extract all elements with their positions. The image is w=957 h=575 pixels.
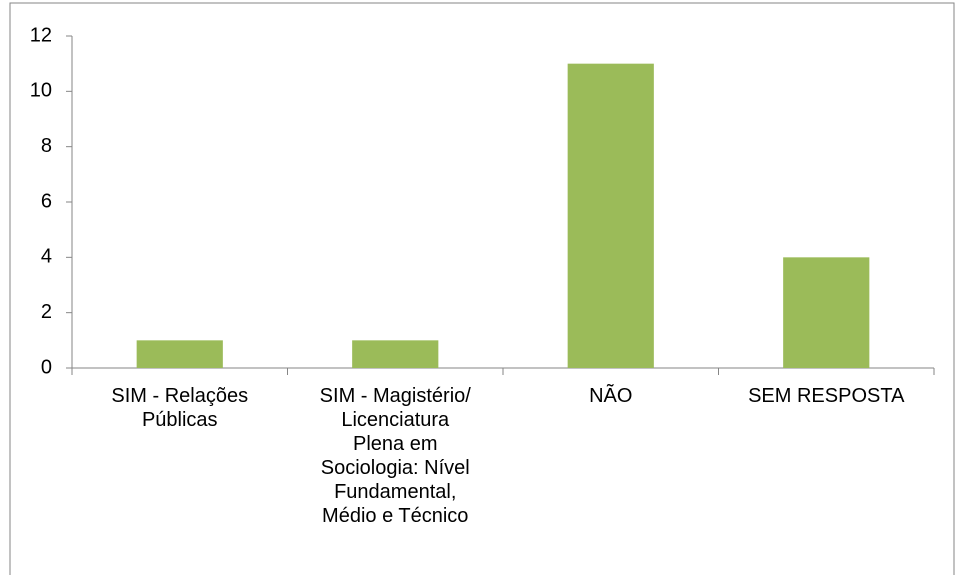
bar — [567, 63, 654, 369]
y-tick-label: 2 — [41, 301, 52, 323]
y-tick-label: 10 — [30, 80, 52, 102]
x-tick-label: SIM - Magistério/ Licenciatura Plena em … — [319, 385, 471, 527]
y-tick-label: 4 — [41, 246, 52, 268]
x-tick-label: SIM - Relações Públicas — [111, 385, 249, 431]
x-tick-label: NÃO — [589, 385, 633, 407]
y-tick-label: 12 — [30, 24, 52, 46]
y-tick-label: 6 — [41, 190, 52, 212]
bar — [352, 340, 439, 368]
chart-frame — [9, 2, 955, 575]
bar — [136, 340, 223, 368]
x-tick-label: SEM RESPOSTA — [748, 385, 905, 407]
bar — [783, 257, 870, 368]
y-tick-label: 8 — [41, 135, 52, 157]
y-tick-label: 0 — [41, 356, 52, 378]
